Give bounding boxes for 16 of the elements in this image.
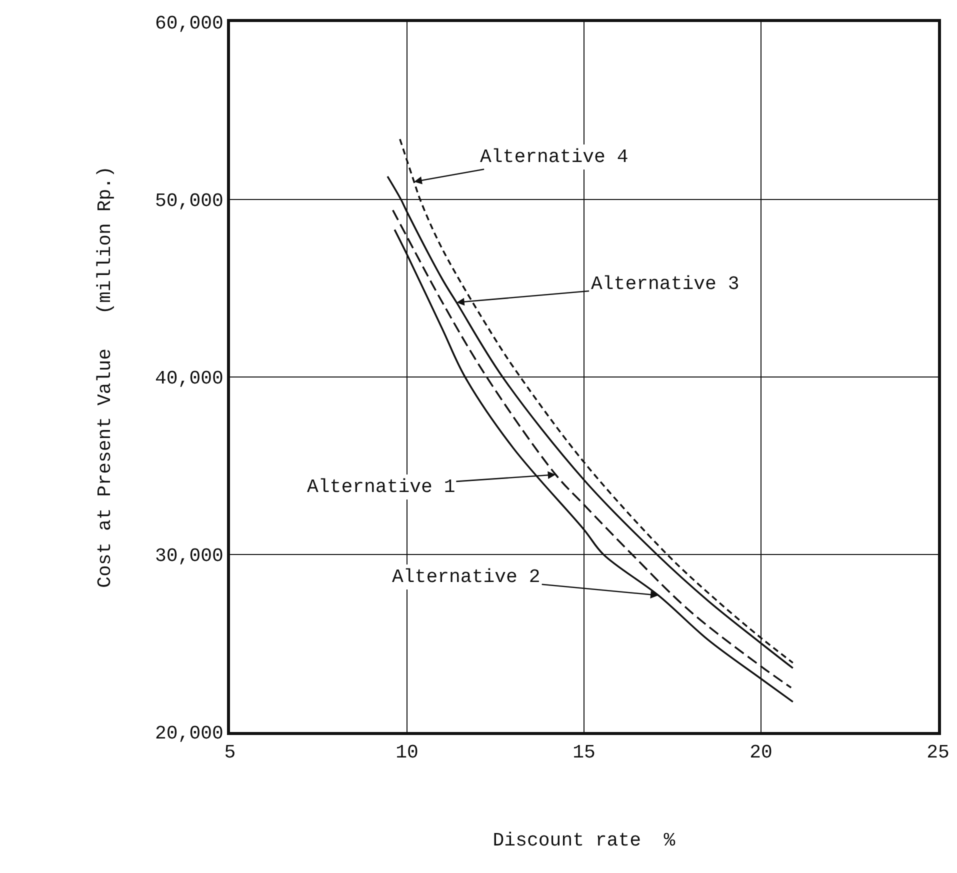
x-axis-title: Discount rate % xyxy=(492,829,676,852)
annotation: Alternative 4 xyxy=(480,146,628,168)
annotation: Alternative 1 xyxy=(307,476,456,498)
x-tick-label: 25 xyxy=(926,742,950,764)
y-tick-label: 30,000 xyxy=(155,545,224,568)
y-axis-title: Cost at Present Value (million Rp.) xyxy=(94,166,116,588)
x-tick-label: 10 xyxy=(396,742,418,764)
y-tick-label: 40,000 xyxy=(155,368,224,390)
y-tick-label: 20,000 xyxy=(155,722,224,745)
annotation: Alternative 2 xyxy=(392,566,540,588)
x-tick-label: 15 xyxy=(572,742,596,764)
y-tick-label: 50,000 xyxy=(155,190,224,212)
annotation: Alternative 3 xyxy=(591,273,740,295)
x-tick-label: 5 xyxy=(224,742,236,764)
x-tick-label: 20 xyxy=(750,742,772,764)
y-tick-label: 60,000 xyxy=(155,12,224,35)
